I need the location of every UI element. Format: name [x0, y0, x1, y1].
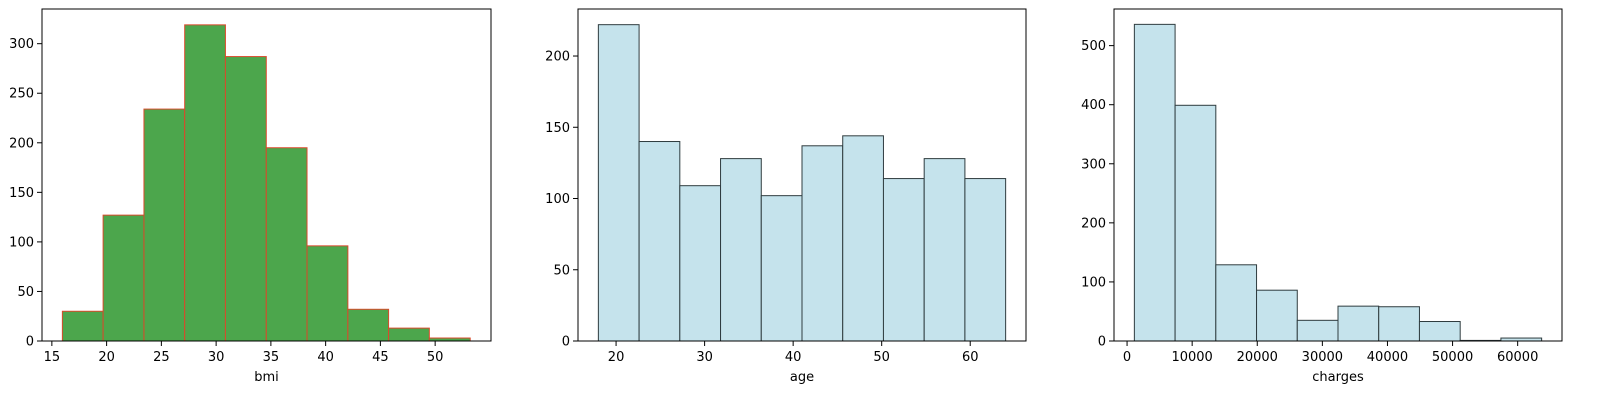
histogram-bar — [184, 24, 226, 342]
histogram-bar — [1133, 23, 1176, 342]
histogram-bar — [306, 245, 349, 342]
x-tick-label: 40 — [785, 350, 802, 365]
y-tick-label: 250 — [9, 87, 34, 102]
histogram-bar — [1337, 305, 1380, 342]
x-tick-label: 50000 — [1432, 350, 1473, 365]
histogram-bar — [760, 195, 803, 342]
y-tick-label: 200 — [1081, 216, 1106, 231]
bmi-histogram-panel: 15 20 25 30 35 40 45 50 0 50 100 150 200 250 300 bmi — [9, 8, 492, 385]
histogram-bar — [597, 24, 640, 342]
x-tick-label: 30 — [696, 350, 713, 365]
y-tick-label: 100 — [9, 235, 34, 250]
histogram-bar — [882, 178, 925, 342]
x-tick-label: 30 — [208, 350, 225, 365]
histogram-bar — [679, 185, 722, 342]
y-tick-label: 0 — [562, 335, 570, 350]
histogram-bar — [638, 141, 681, 342]
axes-frame — [577, 8, 1027, 342]
histogram-bar — [347, 308, 390, 342]
histogram-bar — [1256, 289, 1298, 342]
y-tick-label: 300 — [1081, 157, 1106, 172]
x-axis-label: bmi — [254, 370, 279, 385]
y-tick-label: 200 — [545, 50, 570, 65]
x-tick-label: 60000 — [1497, 350, 1538, 365]
x-tick-label: 40000 — [1367, 350, 1408, 365]
y-tick-label: 100 — [1081, 275, 1106, 290]
histogram-bar — [388, 327, 430, 342]
y-tick-label: 150 — [545, 121, 570, 136]
y-tick-label: 50 — [17, 285, 34, 300]
y-tick-label: 0 — [26, 335, 34, 350]
x-tick-label: 25 — [153, 350, 170, 365]
histogram-bar — [801, 145, 844, 342]
histogram-bar — [964, 178, 1007, 342]
charges-histogram-panel: 0 10000 20000 30000 40000 50000 60000 0 100 200 30… — [1081, 8, 1563, 385]
y-tick-label: 150 — [9, 186, 34, 201]
y-tick-label: 300 — [9, 37, 34, 52]
x-tick-label: 0 — [1123, 350, 1131, 365]
age-histogram-panel: 20 30 40 50 60 0 50 100 150 200 age — [545, 8, 1027, 385]
y-tick-label: 100 — [545, 192, 570, 207]
x-tick-label: 35 — [263, 350, 280, 365]
histogram-bar — [143, 108, 186, 342]
x-tick-label: 10000 — [1171, 350, 1212, 365]
histogram-bar — [1174, 104, 1217, 342]
x-tick-label: 20000 — [1237, 350, 1278, 365]
y-tick-label: 50 — [553, 263, 570, 278]
histogram-bar — [1296, 319, 1339, 342]
histogram-bar — [842, 135, 884, 342]
x-tick-label: 50 — [427, 350, 444, 365]
x-tick-label: 30000 — [1302, 350, 1343, 365]
histogram-bar — [265, 147, 308, 342]
x-tick-label: 20 — [98, 350, 115, 365]
histogram-bar — [61, 310, 104, 342]
histogram-bar — [1418, 321, 1461, 342]
x-axis-label: age — [790, 370, 814, 385]
histogram-bar — [1378, 306, 1420, 342]
x-axis-label: charges — [1312, 370, 1364, 385]
x-tick-label: 60 — [962, 350, 979, 365]
x-tick-label: 45 — [372, 350, 389, 365]
y-tick-label: 400 — [1081, 98, 1106, 113]
axes-frame — [1113, 8, 1563, 342]
histogram-bar — [923, 158, 966, 342]
x-tick-label: 40 — [317, 350, 334, 365]
histogram-bar — [102, 214, 145, 342]
y-tick-label: 200 — [9, 136, 34, 151]
histogram-bar — [720, 158, 762, 342]
axes-frame — [41, 8, 492, 342]
y-tick-label: 500 — [1081, 39, 1106, 54]
x-tick-label: 15 — [44, 350, 61, 365]
histogram-bar — [224, 56, 267, 342]
x-tick-label: 50 — [873, 350, 890, 365]
y-tick-label: 0 — [1098, 335, 1106, 350]
histogram-bar — [1215, 264, 1258, 342]
x-tick-label: 20 — [608, 350, 625, 365]
